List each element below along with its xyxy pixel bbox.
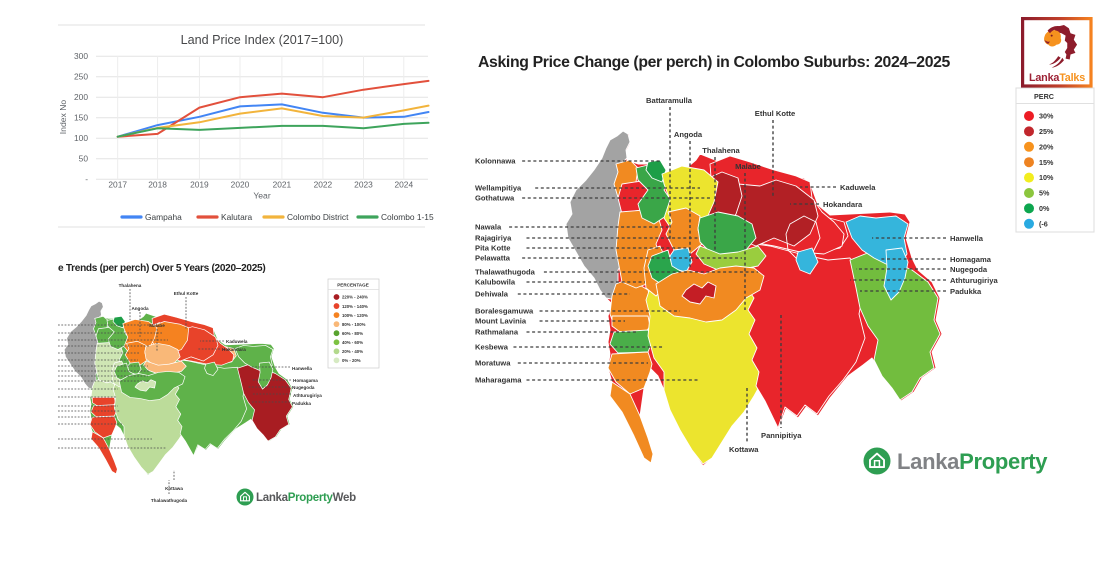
svg-text:LankaProperty: LankaProperty: [897, 449, 1048, 474]
svg-text:PERC: PERC: [1034, 92, 1054, 101]
svg-text:Thalahena: Thalahena: [702, 146, 740, 155]
svg-text:Moratuwa: Moratuwa: [475, 359, 511, 368]
svg-text:Rajagiriya: Rajagiriya: [475, 234, 512, 243]
svg-text:PERCENTAGE: PERCENTAGE: [337, 283, 369, 288]
svg-text:Malabe: Malabe: [149, 323, 165, 328]
svg-text:60% - 80%: 60% - 80%: [342, 331, 363, 336]
svg-text:0%: 0%: [1039, 204, 1050, 213]
svg-text:Wellampitiya: Wellampitiya: [475, 184, 522, 193]
svg-text:Homagama: Homagama: [293, 378, 318, 383]
svg-text:(-6: (-6: [1039, 219, 1048, 228]
svg-text:2019: 2019: [190, 180, 209, 190]
svg-text:Index No: Index No: [58, 100, 68, 135]
svg-text:80% - 100%: 80% - 100%: [342, 322, 366, 327]
svg-text:Colombo District: Colombo District: [287, 212, 349, 222]
svg-text:Athturugiriya: Athturugiriya: [293, 393, 322, 398]
svg-text:Nugegoda: Nugegoda: [950, 265, 988, 274]
svg-text:Colombo 1-15: Colombo 1-15: [381, 212, 434, 222]
svg-text:Battaramulla: Battaramulla: [646, 96, 693, 105]
svg-text:Thalawathugoda: Thalawathugoda: [475, 268, 536, 277]
svg-text:Padukka: Padukka: [950, 287, 982, 296]
svg-text:Nugegoda: Nugegoda: [292, 385, 315, 390]
svg-text:Kottawa: Kottawa: [729, 445, 759, 454]
svg-text:Maharagama: Maharagama: [475, 376, 522, 385]
svg-text:Boralesgamuwa: Boralesgamuwa: [475, 307, 534, 316]
svg-text:Nawala: Nawala: [475, 223, 502, 232]
svg-text:Hanwella: Hanwella: [292, 366, 312, 371]
svg-text:Land Price Index (2017=100): Land Price Index (2017=100): [181, 33, 344, 47]
svg-text:100: 100: [74, 133, 88, 143]
svg-text:Kalutara: Kalutara: [221, 212, 253, 222]
svg-text:100% - 120%: 100% - 120%: [342, 313, 368, 318]
svg-text:Gampaha: Gampaha: [145, 212, 182, 222]
svg-text:LankaTalks: LankaTalks: [1029, 72, 1085, 84]
svg-text:20% - 40%: 20% - 40%: [342, 349, 363, 354]
svg-text:Pelawatta: Pelawatta: [475, 254, 511, 263]
svg-text:50: 50: [79, 153, 89, 163]
svg-text:Gothatuwa: Gothatuwa: [475, 194, 515, 203]
svg-text:Hokandara: Hokandara: [823, 200, 863, 209]
svg-text:Thalawathugoda: Thalawathugoda: [151, 498, 188, 503]
svg-text:250: 250: [74, 71, 88, 81]
svg-text:20%: 20%: [1039, 142, 1054, 151]
svg-text:Year: Year: [253, 191, 271, 201]
svg-text:5%: 5%: [1039, 189, 1050, 198]
svg-text:10%: 10%: [1039, 173, 1054, 182]
svg-text:2018: 2018: [148, 180, 167, 190]
svg-text:Dehiwala: Dehiwala: [475, 290, 509, 299]
svg-text:2021: 2021: [273, 180, 292, 190]
svg-text:40% - 60%: 40% - 60%: [342, 340, 363, 345]
svg-text:Pita Kotte: Pita Kotte: [475, 244, 510, 253]
svg-text:Ethul Kotte: Ethul Kotte: [755, 109, 796, 118]
svg-text:Hanwella: Hanwella: [950, 234, 984, 243]
svg-text:Kesbewa: Kesbewa: [475, 343, 509, 352]
svg-text:Athturugiriya: Athturugiriya: [950, 276, 998, 285]
svg-text:Angoda: Angoda: [131, 306, 149, 311]
svg-text:Angoda: Angoda: [674, 130, 703, 139]
svg-text:Ethul Kotte: Ethul Kotte: [174, 291, 199, 296]
svg-text:Thalahena: Thalahena: [119, 283, 142, 288]
svg-text:Asking Price Change (per perch: Asking Price Change (per perch) in Colom…: [478, 54, 951, 71]
svg-text:2020: 2020: [231, 180, 250, 190]
svg-text:15%: 15%: [1039, 158, 1054, 167]
svg-text:2023: 2023: [354, 180, 373, 190]
svg-text:Kalubowila: Kalubowila: [475, 278, 516, 287]
svg-text:25%: 25%: [1039, 127, 1054, 136]
svg-text:120% - 140%: 120% - 140%: [342, 304, 368, 309]
svg-text:150: 150: [74, 112, 88, 122]
svg-text:e Trends (per perch) Over 5 Ye: e Trends (per perch) Over 5 Years (2020–…: [58, 263, 265, 274]
svg-text:Kaduwela: Kaduwela: [226, 339, 248, 344]
svg-text:Hokandara: Hokandara: [222, 347, 246, 352]
svg-text:-: -: [85, 174, 88, 184]
svg-text:Kaduwela: Kaduwela: [840, 183, 876, 192]
svg-text:2022: 2022: [314, 180, 333, 190]
svg-text:30%: 30%: [1039, 112, 1054, 121]
svg-text:220% - 240%: 220% - 240%: [342, 295, 368, 300]
svg-text:Pannipitiya: Pannipitiya: [761, 431, 802, 440]
svg-text:2024: 2024: [394, 180, 413, 190]
svg-text:Kolonnawa: Kolonnawa: [475, 157, 516, 166]
svg-text:0% - 20%: 0% - 20%: [342, 358, 361, 363]
svg-text:LankaPropertyWeb: LankaPropertyWeb: [256, 492, 356, 504]
svg-text:2017: 2017: [108, 180, 127, 190]
svg-text:Mount Lavinia: Mount Lavinia: [475, 317, 527, 326]
svg-text:Rathmalana: Rathmalana: [475, 328, 519, 337]
svg-text:200: 200: [74, 92, 88, 102]
svg-text:300: 300: [74, 51, 88, 61]
svg-text:Malabe: Malabe: [735, 162, 761, 171]
svg-text:Padukka: Padukka: [292, 401, 311, 406]
svg-text:Kottawa: Kottawa: [165, 486, 183, 491]
svg-text:Homagama: Homagama: [950, 255, 992, 264]
